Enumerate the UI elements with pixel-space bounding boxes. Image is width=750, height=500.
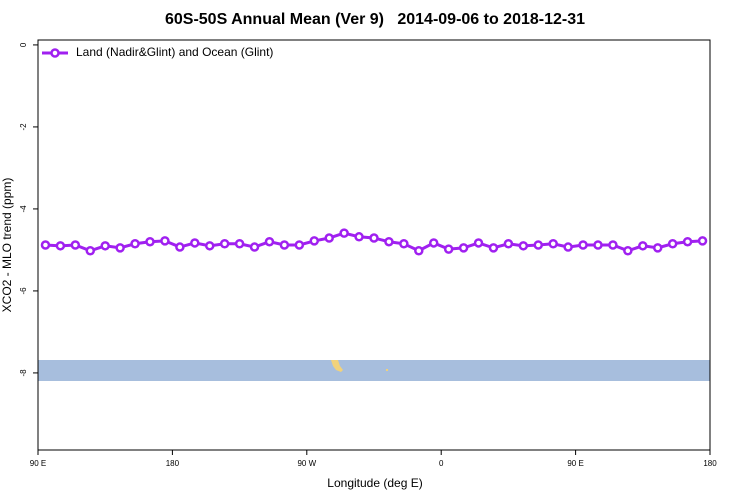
data-point	[175, 242, 185, 252]
y-axis-label: XCO2 - MLO trend (ppm)	[0, 178, 14, 313]
x-tick-label: 90 W	[297, 459, 316, 468]
data-point	[533, 240, 544, 250]
data-point	[190, 238, 200, 248]
data-point	[563, 242, 573, 252]
data-point	[160, 236, 170, 246]
data-point	[264, 236, 275, 247]
data-point	[115, 243, 125, 253]
data-point	[145, 236, 155, 247]
legend-item: Land (Nadir&Glint) and Ocean (Glint)	[42, 45, 273, 59]
data-point	[399, 239, 409, 249]
data-point	[428, 238, 439, 248]
x-tick-label: 90 E	[567, 459, 583, 468]
data-point	[369, 233, 379, 243]
data-point	[100, 241, 110, 251]
data-point	[578, 240, 588, 250]
data-point	[249, 242, 260, 252]
data-point	[354, 232, 364, 242]
data-point	[309, 236, 320, 246]
y-tick-label: -2	[19, 123, 28, 131]
x-axis-label: Longitude (deg E)	[327, 476, 422, 490]
legend-marker	[50, 48, 60, 58]
data-point	[682, 236, 693, 247]
data-point	[638, 241, 648, 251]
data-point	[219, 239, 230, 249]
chart-title: 60S-50S Annual Mean (Ver 9) 2014-09-06 t…	[165, 11, 585, 28]
data-point	[608, 240, 618, 250]
data-point	[652, 243, 663, 253]
data-point	[294, 240, 305, 250]
x-tick-label: 180	[166, 459, 180, 468]
data-point	[85, 245, 96, 256]
data-point	[503, 239, 514, 249]
data-point	[70, 240, 81, 250]
data-point	[414, 245, 424, 256]
data-point	[204, 241, 215, 251]
x-tick-label: 90 E	[30, 459, 46, 468]
y-tick-label: 0	[19, 42, 28, 47]
data-point	[667, 239, 678, 249]
x-tick-label: 180	[703, 459, 717, 468]
data-point	[473, 238, 484, 248]
y-tick-label: -4	[19, 205, 28, 213]
data-point	[593, 240, 603, 250]
data-point	[518, 241, 529, 251]
data-point	[324, 233, 334, 243]
data-point	[40, 240, 51, 250]
data-point	[130, 239, 140, 249]
data-point	[458, 243, 469, 253]
data-point	[443, 244, 454, 254]
data-point	[279, 240, 290, 250]
data-point	[55, 241, 66, 251]
map-strip	[38, 360, 710, 381]
data-point	[339, 228, 349, 238]
data-point	[234, 239, 245, 249]
data-point	[623, 245, 633, 256]
data-point	[697, 236, 708, 246]
y-tick-label: -8	[19, 369, 28, 377]
data-point	[548, 239, 558, 249]
x-tick-label: 0	[439, 459, 444, 468]
data-point	[488, 243, 499, 253]
legend-label: Land (Nadir&Glint) and Ocean (Glint)	[76, 45, 273, 59]
plot-frame	[37, 39, 711, 451]
data-point	[384, 236, 394, 247]
y-tick-label: -6	[19, 287, 28, 295]
